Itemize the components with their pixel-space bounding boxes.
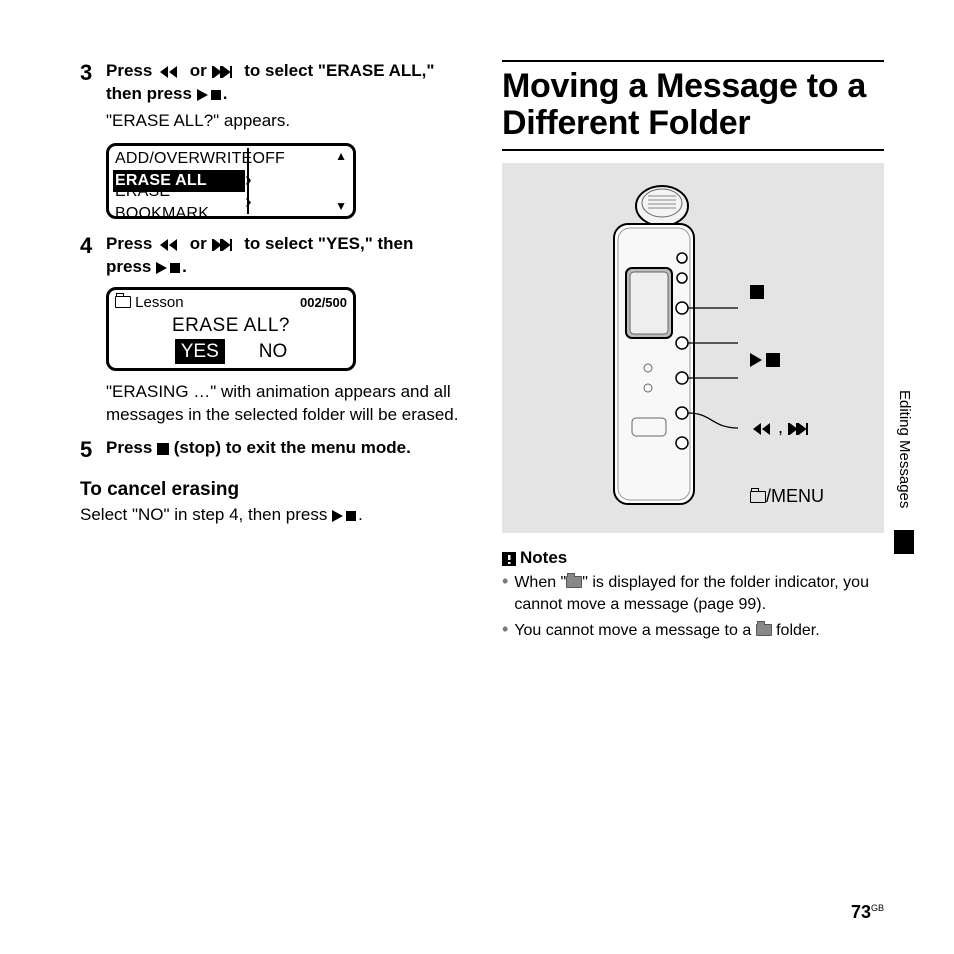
menu-label: ADD/OVERWRITE <box>113 148 252 170</box>
step-number: 4 <box>80 231 98 279</box>
prev-icon <box>157 66 185 78</box>
step-text: Press (stop) to exit the menu mode. <box>106 437 462 465</box>
option-yes: YES <box>175 339 225 365</box>
t: GB <box>871 903 884 913</box>
side-tab-marker <box>894 530 914 554</box>
play-stop-icon <box>750 353 780 367</box>
counter: 002/500 <box>300 294 347 312</box>
step4-after: "ERASING …" with animation appears and a… <box>106 381 462 427</box>
note-2: • You cannot move a message to a folder. <box>502 620 884 642</box>
section-title: Moving a Message to a Different Folder <box>502 68 884 141</box>
menu-row: ERASE BOOKMARK › <box>113 192 349 214</box>
folder-grey-icon <box>566 576 582 588</box>
bullet: • <box>502 620 508 642</box>
t: When " <box>514 574 566 591</box>
yes-no: YES NO <box>115 339 347 365</box>
label-folder-menu: /MENU <box>750 484 824 508</box>
bullet: • <box>502 572 508 615</box>
prev-icon <box>750 423 778 435</box>
prev-icon <box>157 239 185 251</box>
t: folder. <box>772 622 820 639</box>
t: You cannot move a message to a <box>514 622 755 639</box>
play-stop-icon <box>197 89 223 101</box>
t: . <box>358 505 363 524</box>
step-4: 4 Press or to select "YES," then press . <box>80 233 462 279</box>
play-stop-icon <box>332 510 358 522</box>
recorder-illustration <box>562 177 742 519</box>
t: /MENU <box>766 486 824 506</box>
step-3: 3 Press or to select "ERASE ALL," then p… <box>80 60 462 106</box>
rule <box>502 149 884 151</box>
step-text: Press or to select "YES," then press . <box>106 233 462 279</box>
t: Press <box>106 61 157 80</box>
side-tab-label: Editing Messages <box>894 390 914 508</box>
menu-label: ERASE BOOKMARK <box>113 181 245 224</box>
note-1: • When "" is displayed for the folder in… <box>502 572 884 615</box>
t: Notes <box>520 547 567 570</box>
t: Select "NO" in step 4, then press <box>80 505 332 524</box>
lcd-menu: ▲ ▼ ADD/OVERWRITE OFF ERASE ALL › ERASE … <box>106 143 356 219</box>
step-number: 3 <box>80 58 98 106</box>
page-columns: 3 Press or to select "ERASE ALL," then p… <box>80 60 884 645</box>
menu-row: ADD/OVERWRITE OFF <box>113 148 349 170</box>
button-labels: , /MENU <box>750 177 824 519</box>
step3-after: "ERASE ALL?" appears. <box>106 110 462 133</box>
label-stop <box>750 279 824 303</box>
t: or <box>185 234 211 253</box>
confirm-title: ERASE ALL? <box>115 313 347 339</box>
rule <box>502 60 884 62</box>
t: 73 <box>851 902 871 922</box>
cancel-text: Select "NO" in step 4, then press . <box>80 504 462 527</box>
t: . <box>182 257 187 276</box>
t: Press <box>106 438 157 457</box>
label-play-stop <box>750 347 824 371</box>
step-text: Press or to select "ERASE ALL," then pre… <box>106 60 462 106</box>
right-column: Moving a Message to a Different Folder <box>502 60 884 645</box>
option-no: NO <box>259 339 288 365</box>
next-icon <box>212 66 240 78</box>
folder-grey-icon <box>756 624 772 636</box>
t: (stop) to exit the menu mode. <box>169 438 411 457</box>
note-text: When "" is displayed for the folder indi… <box>514 572 884 615</box>
next-icon <box>212 239 240 251</box>
page-number: 73GB <box>851 900 884 924</box>
next-icon <box>788 423 816 435</box>
note-text: You cannot move a message to a folder. <box>514 620 819 642</box>
stop-icon <box>157 443 169 455</box>
left-column: 3 Press or to select "ERASE ALL," then p… <box>80 60 462 645</box>
lcd-confirm: Lesson 002/500 ERASE ALL? YES NO <box>106 287 356 372</box>
device-diagram: , /MENU <box>502 163 884 533</box>
t: or <box>185 61 211 80</box>
t: Lesson <box>135 294 183 311</box>
label-prev-next: , <box>750 415 824 439</box>
step-number: 5 <box>80 435 98 465</box>
t: Press <box>106 234 157 253</box>
folder-label: Lesson <box>115 293 184 313</box>
stop-icon <box>750 285 764 299</box>
play-stop-icon <box>156 262 182 274</box>
notes-heading: Notes <box>502 547 884 570</box>
cancel-heading: To cancel erasing <box>80 477 462 503</box>
step-5: 5 Press (stop) to exit the menu mode. <box>80 437 462 465</box>
menu-arrow: › <box>245 189 295 216</box>
t: . <box>223 84 228 103</box>
note-icon <box>502 552 516 566</box>
